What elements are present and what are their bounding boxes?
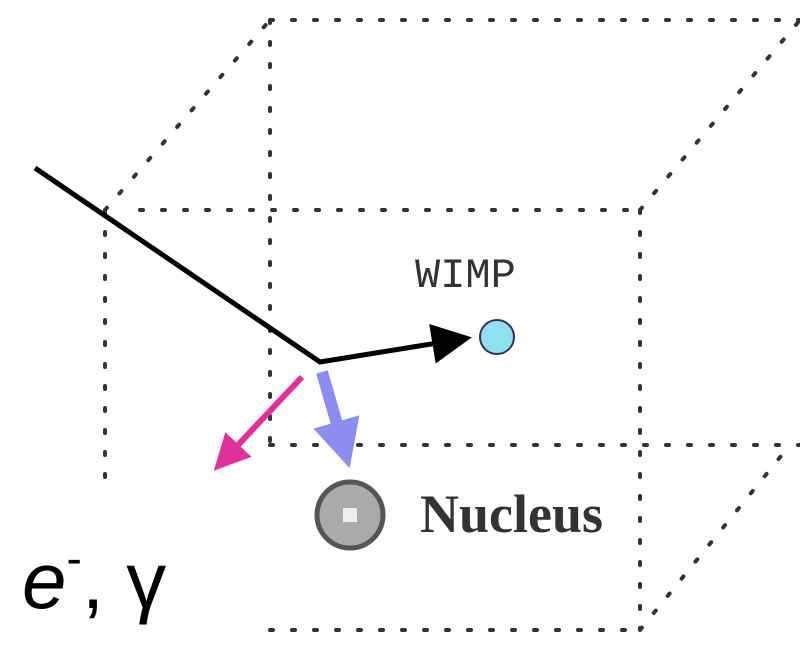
electron-label: e-, γ [22,532,166,625]
wimp-particle [480,320,514,354]
arrows [35,168,462,462]
electron-base: e [22,536,67,625]
wimp-label: WIMP [415,252,516,300]
electron-sup: - [67,532,82,584]
page: WIMP Nucleus e-, γ (() => { const data =… [0,0,800,652]
electron-rest: , γ [82,536,166,625]
nucleus-label: Nucleus [420,484,603,544]
nucleus-highlight [343,508,357,522]
diagram: WIMP Nucleus e-, γ [0,0,800,652]
